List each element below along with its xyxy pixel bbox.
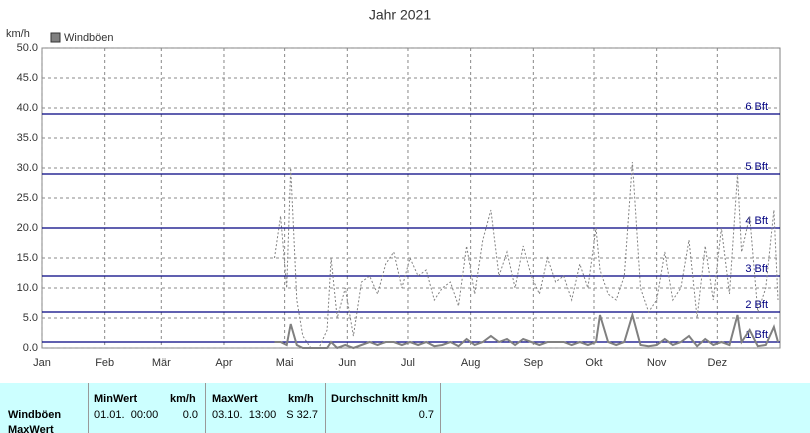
cell-divider [88,383,89,433]
beaufort-label: 5 Bft [745,161,768,173]
col-header: MaxWert [212,393,258,405]
y-tick-label: 0.0 [23,342,38,354]
x-tick-label: Sep [524,357,544,369]
series-line-dashed [274,161,779,349]
summary-table: Windböen MaxWert MinWert km/h 01.01. 00:… [0,383,810,433]
y-tick-label: 40.0 [17,102,38,114]
col-header: MinWert [94,393,138,405]
legend-swatch [50,32,61,43]
y-tick-label: 50.0 [17,42,38,54]
row-label: Windböen [8,409,62,421]
y-tick-label: 15.0 [17,252,38,264]
chart-title: Jahr 2021 [369,7,431,23]
cell-value: 0.7 [418,409,434,421]
x-tick-label: Jan [33,357,51,369]
col-header: Durchschnitt km/h [331,393,428,405]
y-tick-label: 20.0 [17,222,38,234]
col-unit: km/h [288,393,314,405]
x-tick-label: Nov [647,357,667,369]
beaufort-label: 3 Bft [745,263,768,275]
y-tick-label: 30.0 [17,162,38,174]
col-unit: km/h [170,393,196,405]
cell-time: 01.01. 00:00 [94,409,159,421]
cell-value: 0.0 [182,409,198,421]
y-tick-label: 45.0 [17,72,38,84]
y-tick-label: 25.0 [17,192,38,204]
x-tick-label: Mär [152,357,171,369]
y-tick-label: 5.0 [23,312,38,324]
beaufort-label: 4 Bft [745,215,768,227]
cell-divider [205,383,206,433]
beaufort-label: 2 Bft [745,299,768,311]
x-tick-label: Jun [338,357,356,369]
x-tick-label: Okt [585,357,602,369]
legend-label: Windböen [64,32,114,44]
y-axis-label: km/h [6,28,30,40]
x-tick-label: Aug [461,357,481,369]
x-tick-label: Jul [401,357,415,369]
cell-value: S 32.7 [286,409,318,421]
y-tick-label: 10.0 [17,282,38,294]
cell-divider [325,383,326,433]
x-tick-label: Feb [95,357,114,369]
cell-time: 03.10. 13:00 [212,409,277,421]
y-tick-label: 35.0 [17,132,38,144]
x-tick-label: Dez [708,357,728,369]
chart: Jahr 2021 km/h Windböen 0.0 5.0 10.0 15.0 20… [6,7,781,369]
x-tick-label: Apr [215,357,232,369]
beaufort-label: 6 Bft [745,101,768,113]
series-line [274,311,779,350]
x-tick-label: Mai [276,357,294,369]
row-label: MaxWert [8,424,54,433]
cell-divider [440,383,441,433]
